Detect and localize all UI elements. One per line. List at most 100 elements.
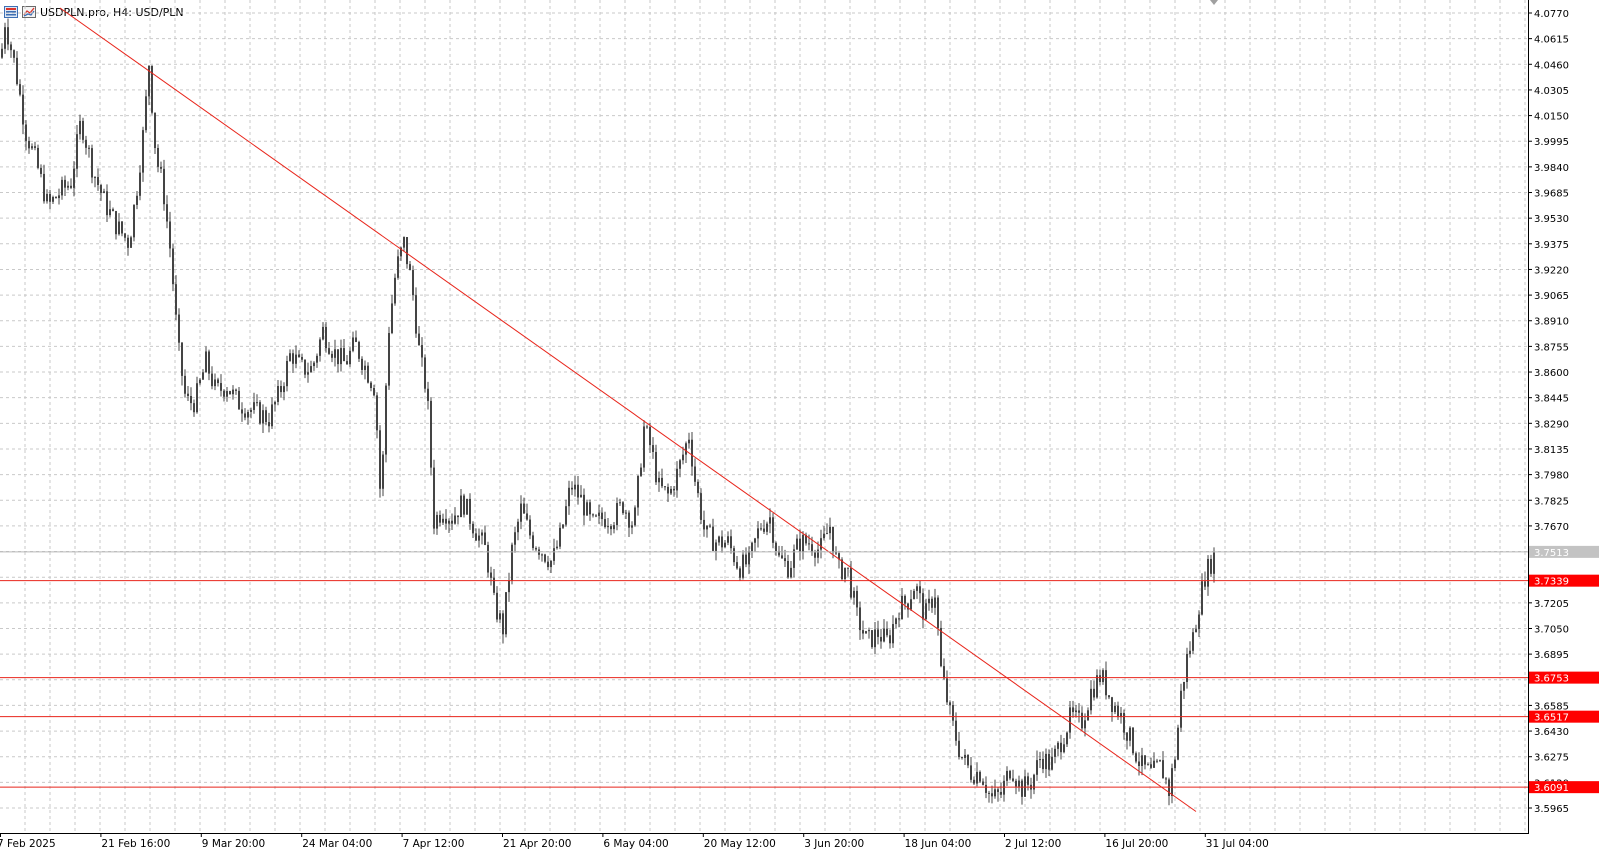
candle xyxy=(532,531,534,551)
price-tick-label: 4.0305 xyxy=(1534,86,1569,97)
candle xyxy=(583,488,585,526)
price-tick-label: 3.7670 xyxy=(1534,522,1569,533)
candle-body xyxy=(328,348,330,354)
candle-body xyxy=(346,361,348,365)
candle xyxy=(568,480,570,515)
candle xyxy=(88,145,90,158)
candle-body xyxy=(1060,742,1062,753)
candle-body xyxy=(682,454,684,461)
candle-body xyxy=(1102,670,1104,683)
candle-body xyxy=(382,454,384,489)
candle xyxy=(751,541,753,559)
candle-body xyxy=(226,391,228,397)
candle xyxy=(1096,669,1098,699)
time-tick-label: 21 Apr 20:00 xyxy=(503,838,571,850)
shift-marker-icon[interactable] xyxy=(1210,0,1218,5)
candle xyxy=(763,519,765,535)
candle xyxy=(1027,772,1029,791)
candle-body xyxy=(664,486,666,488)
candle-body xyxy=(1093,688,1095,698)
candle xyxy=(1000,782,1002,798)
candle xyxy=(1141,747,1143,776)
candle xyxy=(580,485,582,498)
candle-body xyxy=(295,354,297,364)
candle-body xyxy=(649,427,651,446)
candle-body xyxy=(55,197,57,199)
candle-body xyxy=(1009,770,1011,779)
candle-body xyxy=(490,572,492,578)
candle-body xyxy=(1090,688,1092,711)
candle-body xyxy=(799,538,801,552)
trend-line[interactable] xyxy=(59,7,1197,812)
candle-body xyxy=(838,553,840,560)
candle xyxy=(715,539,717,561)
candle xyxy=(307,362,309,383)
price-tick-label: 4.0615 xyxy=(1534,35,1569,46)
price-tick-label: 3.9685 xyxy=(1534,189,1569,200)
candle-body xyxy=(583,494,585,516)
candle xyxy=(442,513,444,526)
candle-body xyxy=(1069,707,1071,733)
candle-body xyxy=(283,386,285,393)
candle-body xyxy=(1012,778,1014,781)
chart-menu-icon[interactable] xyxy=(4,6,18,18)
candle-body xyxy=(661,477,663,487)
candle-body xyxy=(247,412,249,418)
candle-body xyxy=(703,519,705,530)
candle-body xyxy=(61,179,63,196)
candle xyxy=(463,493,465,518)
candle xyxy=(838,550,840,569)
candle xyxy=(925,598,927,620)
candle-body xyxy=(628,512,630,528)
candle-body xyxy=(31,146,33,149)
candle xyxy=(634,505,636,527)
candle-body xyxy=(532,535,534,549)
candle xyxy=(628,510,630,538)
candle xyxy=(613,522,615,534)
candle xyxy=(1081,706,1083,731)
candle xyxy=(1087,707,1089,721)
candle-body xyxy=(895,618,897,625)
candle-body xyxy=(640,467,642,476)
candle-body xyxy=(340,348,342,365)
candle xyxy=(910,589,912,611)
candle-body xyxy=(1015,780,1017,787)
candle-body xyxy=(745,554,747,565)
candle-body xyxy=(136,195,138,205)
candle xyxy=(955,712,957,746)
candle xyxy=(748,546,750,575)
candle-body xyxy=(907,603,909,610)
candle xyxy=(1024,769,1026,797)
candle-body xyxy=(460,495,462,518)
candle xyxy=(661,468,663,489)
candle xyxy=(886,621,888,638)
candle-body xyxy=(868,630,870,632)
candle-body xyxy=(991,793,993,797)
candle-body xyxy=(622,502,624,514)
candle-body xyxy=(256,402,258,404)
level-price-tag: 3.6091 xyxy=(1534,783,1569,794)
candle xyxy=(958,731,960,760)
candle xyxy=(13,49,15,63)
candle-body xyxy=(769,517,771,524)
candle-body xyxy=(829,526,831,534)
price-tick-label: 3.7050 xyxy=(1534,624,1569,635)
candle xyxy=(313,361,315,371)
candle xyxy=(502,610,504,644)
candle xyxy=(175,275,177,320)
candle-body xyxy=(292,353,294,364)
candle-body xyxy=(517,521,519,533)
candle-body xyxy=(202,372,204,380)
candle-body xyxy=(472,523,474,534)
candle-body xyxy=(1048,753,1050,770)
candle xyxy=(274,400,276,412)
candle xyxy=(310,360,312,373)
candle-body xyxy=(553,548,555,561)
candle-body xyxy=(307,372,309,375)
candle xyxy=(877,620,879,645)
candle-body xyxy=(763,528,765,532)
candle-body xyxy=(937,597,939,628)
candle xyxy=(931,596,933,613)
